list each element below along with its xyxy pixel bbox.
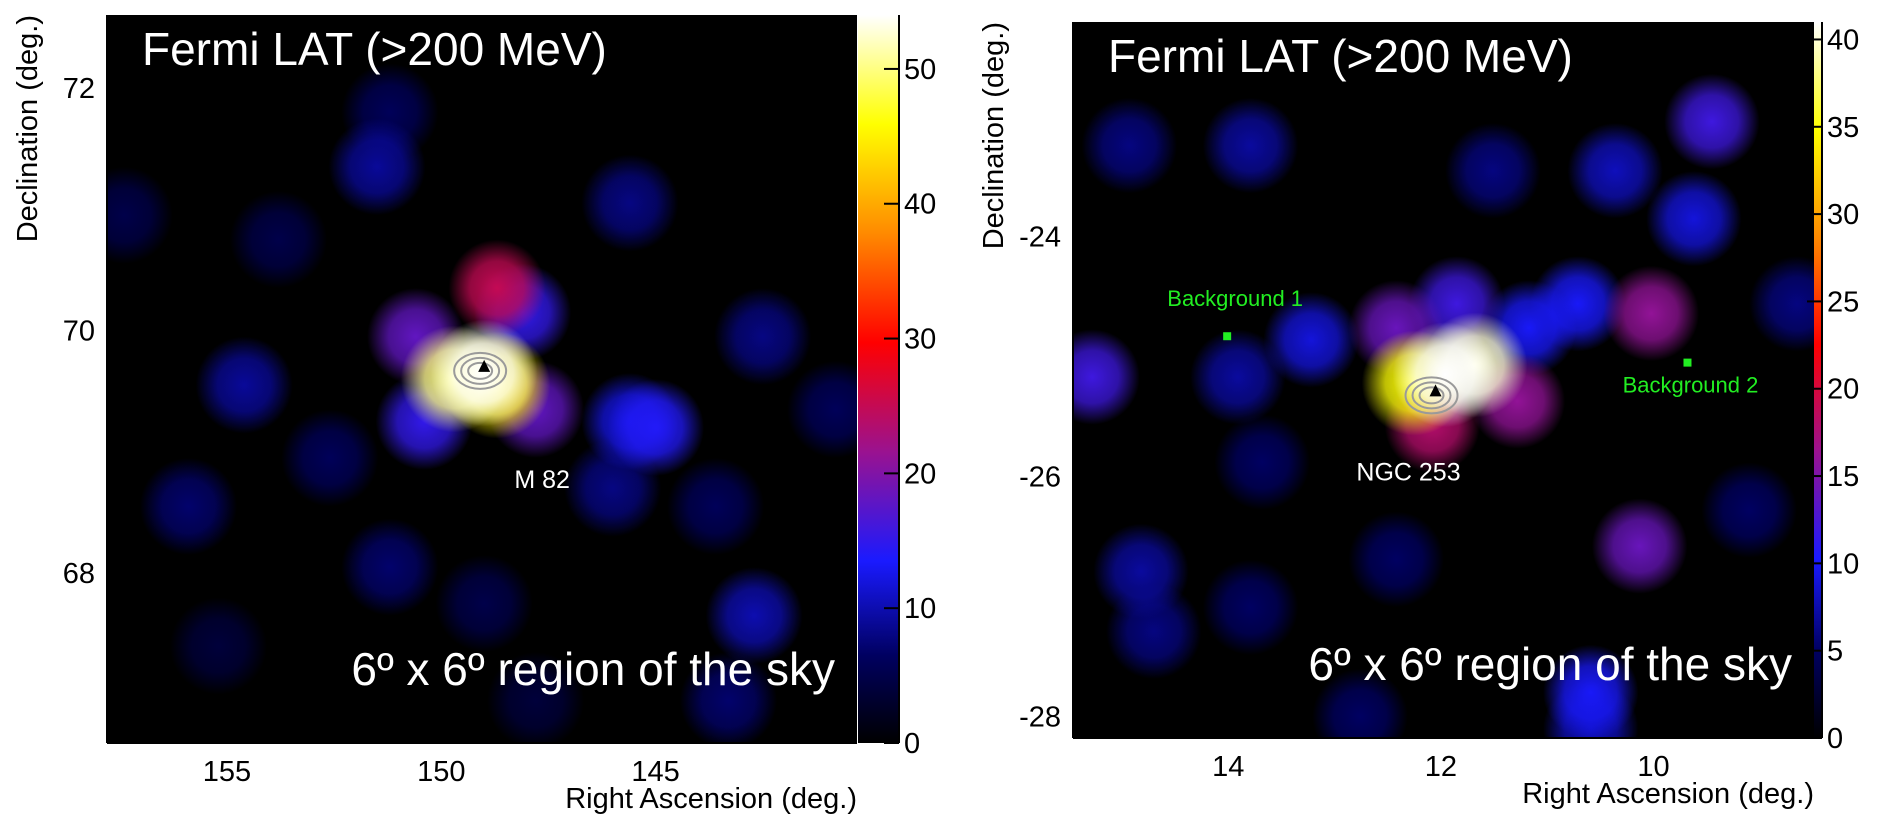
intensity-blob <box>195 336 293 434</box>
intensity-blob <box>1445 122 1541 219</box>
intensity-blob <box>1567 122 1663 219</box>
background-marker <box>1683 358 1692 367</box>
contour <box>1411 381 1452 410</box>
intensity-blob <box>667 457 765 555</box>
x-tick-label: 12 <box>1425 751 1457 783</box>
source-marker <box>478 359 491 372</box>
intensity-blob <box>281 409 379 507</box>
intensity-blob <box>341 518 439 616</box>
x-tick-label: 14 <box>1212 751 1244 783</box>
region-text: 6º x 6º region of the sky <box>351 643 835 695</box>
intensity-blob <box>1664 73 1760 170</box>
y-axis-title: Declination (deg.) <box>978 22 1010 249</box>
intensity-blob <box>1646 170 1742 267</box>
x-tick-label: 10 <box>1637 751 1669 783</box>
colorbar-tick-label: 0 <box>904 728 920 760</box>
colorbar-tick-label: 40 <box>1827 24 1859 56</box>
intensity-blob <box>1749 256 1814 352</box>
colorbar <box>1814 22 1821 738</box>
colorbar-tick-label: 20 <box>904 458 936 490</box>
intensity-blob <box>1093 523 1189 620</box>
intensity-blob <box>1214 414 1310 510</box>
panel-title: Fermi LAT (>200 MeV) <box>1108 30 1573 82</box>
source-label: NGC 253 <box>1356 458 1460 486</box>
source-marker <box>1429 384 1442 397</box>
heatmap <box>1073 73 1814 738</box>
intensity-blob <box>1348 511 1444 608</box>
source-label: M 82 <box>514 466 570 494</box>
intensity-blob <box>430 319 538 427</box>
intensity-blob <box>139 457 237 555</box>
colorbar-tick-label: 40 <box>904 189 936 221</box>
intensity-blob <box>229 190 327 288</box>
y-axis-title: Declination (deg.) <box>12 15 44 242</box>
y-tick-label: -24 <box>1019 222 1061 254</box>
region-text: 6º x 6º region of the sky <box>1308 638 1792 690</box>
background-label: Background 1 <box>1167 286 1303 311</box>
intensity-blob <box>581 154 679 252</box>
intensity-blob <box>1543 644 1639 738</box>
intensity-blob <box>1081 97 1178 194</box>
y-tick-label: 70 <box>63 315 95 347</box>
intensity-blob <box>607 379 705 477</box>
background-marker <box>1223 332 1232 341</box>
colorbar-tick-label: 20 <box>1827 374 1859 406</box>
intensity-blob <box>487 652 585 743</box>
contour <box>467 361 494 380</box>
intensity-blob <box>679 652 777 743</box>
intensity-blob <box>787 360 857 458</box>
intensity-blob <box>1202 559 1299 656</box>
intensity-blob <box>435 554 533 652</box>
intensity-blob <box>1392 322 1498 428</box>
x-tick-label: 150 <box>417 756 465 788</box>
colorbar-tick-label: 10 <box>904 593 936 625</box>
intensity-blob <box>1312 668 1408 738</box>
intensity-blob <box>169 597 267 695</box>
colorbar-tick-label: 30 <box>1827 199 1859 231</box>
contour <box>1418 386 1445 405</box>
intensity-blob <box>1263 292 1359 388</box>
colorbar-tick-label: 30 <box>904 324 936 356</box>
y-tick-label: 68 <box>63 558 95 590</box>
intensity-blob <box>1202 97 1299 194</box>
contour <box>460 356 501 385</box>
colorbar-tick-label: 15 <box>1827 461 1859 493</box>
colorbar <box>858 15 898 743</box>
x-tick-label: 145 <box>631 756 679 788</box>
intensity-blob <box>328 118 426 216</box>
intensity-blob <box>1701 462 1797 558</box>
y-tick-label: -28 <box>1019 701 1061 733</box>
y-tick-label: -26 <box>1019 462 1061 494</box>
x-axis-title: Right Ascension (deg.) <box>1522 778 1814 810</box>
intensity-blob <box>714 288 812 386</box>
colorbar-tick-label: 35 <box>1827 112 1859 144</box>
colorbar-tick-label: 10 <box>1827 548 1859 580</box>
colorbar-tick-label: 50 <box>904 54 936 86</box>
contour <box>1404 376 1459 415</box>
intensity-blob <box>1603 265 1700 362</box>
intensity-blob <box>705 567 803 665</box>
background-label: Background 2 <box>1623 373 1759 398</box>
colorbar-tick-label: 25 <box>1827 286 1859 318</box>
panel-title: Fermi LAT (>200 MeV) <box>142 23 607 75</box>
intensity-blob <box>448 239 546 337</box>
intensity-blob <box>1073 329 1140 425</box>
heatmap <box>107 63 857 743</box>
y-tick-label: 72 <box>63 73 95 105</box>
intensity-blob <box>1190 329 1286 425</box>
intensity-blob <box>1591 498 1688 594</box>
colorbar-tick-label: 5 <box>1827 636 1843 668</box>
contour <box>453 351 508 390</box>
x-axis-title: Right Ascension (deg.) <box>565 783 857 815</box>
x-tick-label: 155 <box>203 756 251 788</box>
intensity-blob <box>107 166 173 264</box>
colorbar-tick-label: 0 <box>1827 723 1843 755</box>
